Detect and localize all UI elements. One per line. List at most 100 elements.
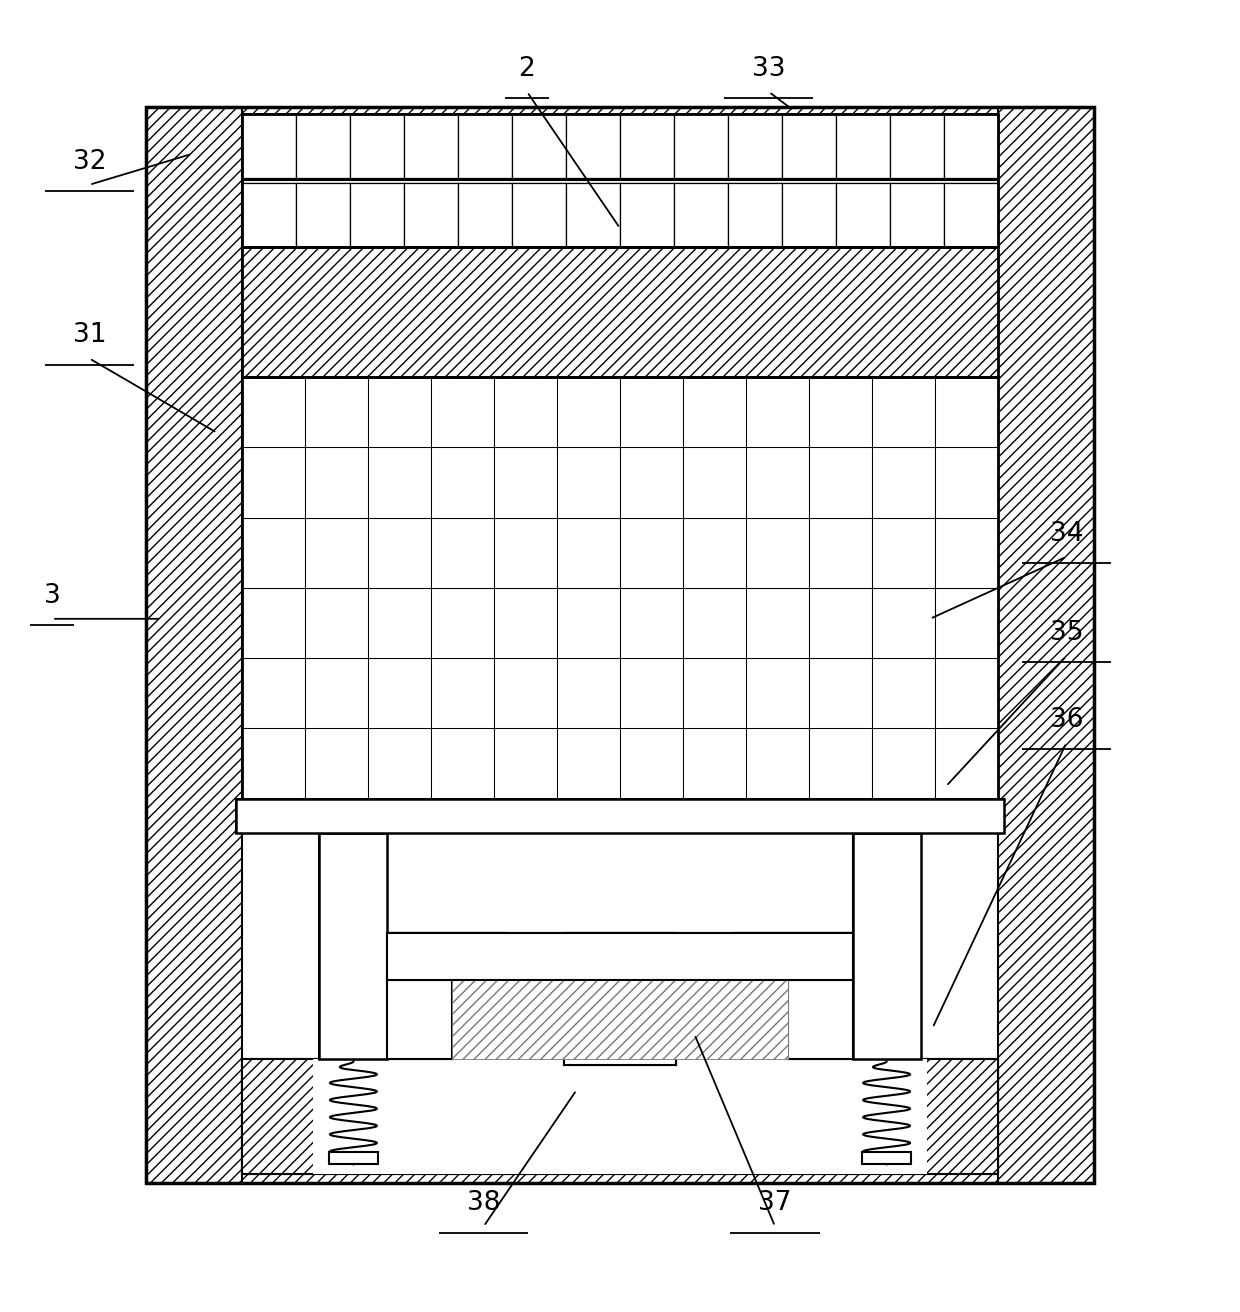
Text: 31: 31 bbox=[72, 323, 107, 349]
Bar bbox=[872, 659, 935, 728]
Bar bbox=[944, 114, 998, 178]
Bar bbox=[494, 728, 557, 799]
Bar bbox=[432, 517, 494, 588]
Bar bbox=[242, 114, 998, 1174]
Bar bbox=[872, 659, 935, 728]
Bar bbox=[512, 184, 565, 247]
Bar bbox=[432, 659, 494, 728]
Bar bbox=[620, 588, 683, 659]
Text: 3: 3 bbox=[43, 583, 61, 609]
Bar bbox=[728, 184, 782, 247]
Bar bbox=[746, 377, 808, 447]
Bar bbox=[782, 114, 836, 178]
Bar bbox=[620, 728, 683, 799]
Bar bbox=[387, 933, 506, 980]
Bar bbox=[236, 799, 1004, 833]
Bar bbox=[728, 114, 782, 178]
Bar bbox=[557, 588, 620, 659]
Bar bbox=[998, 106, 1094, 1183]
Bar bbox=[746, 728, 808, 799]
Bar bbox=[368, 588, 432, 659]
Bar bbox=[683, 588, 746, 659]
Bar bbox=[620, 184, 675, 247]
Bar bbox=[746, 377, 808, 447]
Bar bbox=[557, 728, 620, 799]
Bar bbox=[853, 833, 920, 1059]
Bar bbox=[368, 447, 432, 517]
Bar bbox=[242, 447, 305, 517]
Text: 35: 35 bbox=[1049, 621, 1084, 646]
Bar bbox=[242, 377, 998, 799]
Bar bbox=[242, 1059, 998, 1174]
Bar bbox=[734, 933, 853, 980]
Bar bbox=[620, 377, 683, 447]
Bar bbox=[620, 517, 683, 588]
Bar bbox=[387, 980, 453, 1059]
Bar bbox=[810, 377, 872, 447]
Bar bbox=[872, 728, 935, 799]
Bar bbox=[305, 377, 368, 447]
Bar bbox=[494, 728, 557, 799]
Bar bbox=[368, 377, 432, 447]
Bar bbox=[782, 184, 836, 247]
Bar bbox=[404, 114, 458, 178]
Bar bbox=[368, 517, 432, 588]
Bar bbox=[305, 377, 368, 447]
Bar bbox=[564, 933, 676, 1065]
Bar bbox=[890, 184, 944, 247]
Bar bbox=[305, 588, 368, 659]
Bar bbox=[728, 184, 782, 247]
Bar bbox=[935, 377, 998, 447]
Bar bbox=[565, 114, 620, 178]
Bar bbox=[683, 447, 746, 517]
Bar bbox=[557, 659, 620, 728]
Bar bbox=[453, 980, 787, 1059]
Bar bbox=[890, 114, 944, 178]
Text: 33: 33 bbox=[751, 56, 786, 81]
Bar bbox=[935, 728, 998, 799]
Bar bbox=[368, 377, 432, 447]
Bar bbox=[557, 728, 620, 799]
Bar bbox=[746, 588, 808, 659]
Bar bbox=[368, 588, 432, 659]
Text: 32: 32 bbox=[72, 148, 107, 174]
Bar bbox=[305, 447, 368, 517]
Bar bbox=[683, 517, 746, 588]
Bar bbox=[305, 517, 368, 588]
Bar bbox=[305, 588, 368, 659]
Bar bbox=[387, 933, 853, 980]
Bar bbox=[565, 184, 620, 247]
Bar bbox=[368, 659, 432, 728]
Bar bbox=[683, 659, 746, 728]
Bar bbox=[296, 114, 350, 178]
Bar bbox=[236, 799, 1004, 833]
Bar bbox=[494, 517, 557, 588]
Bar bbox=[675, 184, 728, 247]
Bar bbox=[872, 588, 935, 659]
Bar bbox=[242, 1059, 998, 1174]
Bar bbox=[494, 588, 557, 659]
Bar bbox=[387, 933, 853, 980]
Bar bbox=[494, 447, 557, 517]
Bar bbox=[512, 114, 565, 178]
Bar bbox=[242, 517, 305, 588]
Bar bbox=[935, 447, 998, 517]
Bar bbox=[458, 184, 512, 247]
Bar bbox=[404, 114, 458, 178]
Bar bbox=[935, 659, 998, 728]
Bar bbox=[557, 447, 620, 517]
Bar bbox=[242, 184, 296, 247]
Bar bbox=[458, 184, 512, 247]
Bar bbox=[782, 114, 836, 178]
Bar bbox=[782, 184, 836, 247]
Bar bbox=[305, 728, 368, 799]
Bar bbox=[810, 447, 872, 517]
Bar bbox=[810, 377, 872, 447]
Bar bbox=[146, 106, 242, 1183]
Bar bbox=[620, 659, 683, 728]
Bar bbox=[557, 659, 620, 728]
Bar bbox=[432, 659, 494, 728]
Bar bbox=[683, 588, 746, 659]
Bar bbox=[683, 728, 746, 799]
Bar bbox=[305, 517, 368, 588]
